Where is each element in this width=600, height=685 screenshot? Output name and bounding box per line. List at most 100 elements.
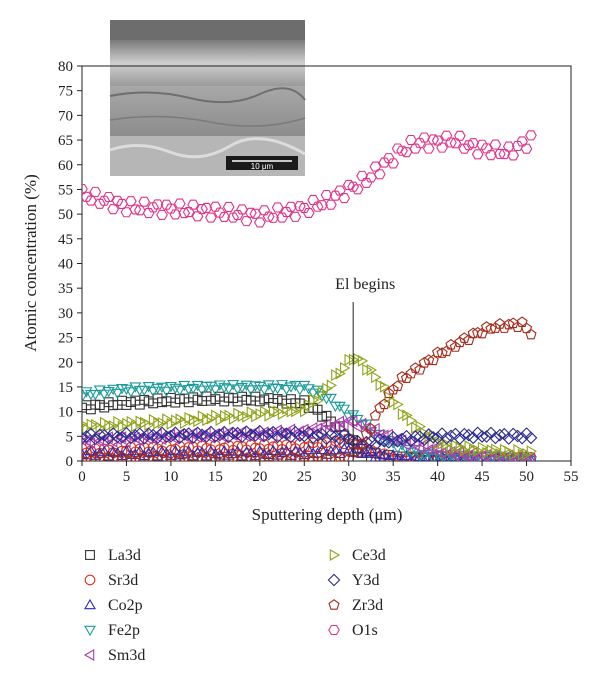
data-point	[427, 134, 440, 145]
data-point	[142, 427, 156, 441]
data-point	[338, 404, 351, 416]
legend-label: Fe2p	[108, 622, 140, 639]
data-point	[374, 169, 386, 180]
data-point	[200, 430, 213, 444]
data-point	[360, 421, 371, 434]
data-point	[480, 430, 493, 443]
data-point	[120, 454, 133, 461]
legend-marker	[328, 599, 340, 610]
data-point	[420, 454, 429, 461]
data-point	[351, 414, 364, 426]
data-point	[489, 431, 502, 445]
data-point	[253, 381, 266, 393]
data-point	[227, 451, 239, 461]
data-point	[449, 341, 462, 352]
data-point	[405, 367, 417, 379]
data-point	[431, 135, 444, 146]
legend-marker	[327, 573, 341, 587]
data-point	[236, 382, 249, 394]
el-begins-annotation: El begins	[335, 276, 395, 461]
data-point	[276, 212, 288, 223]
data-point	[393, 398, 404, 411]
data-point	[129, 204, 142, 215]
data-point	[400, 449, 413, 461]
data-point	[329, 420, 340, 433]
data-point	[137, 431, 151, 445]
y-tick-label: 55	[58, 182, 73, 198]
data-point	[173, 431, 187, 444]
legend-marker	[85, 550, 95, 560]
x-tick-label: 30	[341, 469, 356, 485]
data-point	[369, 161, 382, 172]
data-point	[413, 441, 425, 454]
data-point	[267, 454, 279, 461]
data-point	[515, 450, 527, 461]
legend-marker	[84, 574, 96, 586]
data-point	[347, 181, 360, 192]
data-point	[262, 211, 275, 222]
sem-scale-bar: 10 μm	[226, 156, 298, 171]
data-point	[147, 202, 159, 213]
data-point	[93, 428, 107, 442]
data-point	[151, 451, 164, 461]
data-point	[347, 415, 358, 428]
legend-item-ce3d: Ce3d	[329, 547, 386, 564]
data-point	[177, 428, 191, 441]
series-zr3d	[82, 316, 537, 461]
data-point	[200, 427, 211, 439]
data-point	[498, 149, 511, 160]
data-point	[129, 382, 142, 393]
data-point	[502, 449, 514, 461]
data-point	[391, 443, 404, 454]
data-point	[272, 453, 284, 461]
data-point	[516, 136, 528, 147]
data-point	[333, 432, 347, 446]
data-point	[116, 383, 128, 395]
data-point	[396, 370, 408, 382]
data-point	[409, 362, 421, 373]
data-point	[311, 428, 324, 442]
data-point	[467, 138, 480, 149]
data-point	[471, 149, 484, 160]
data-point	[138, 196, 151, 207]
data-point	[493, 428, 507, 442]
data-point	[396, 145, 408, 156]
data-point	[182, 207, 195, 218]
y-tick-label: 20	[58, 355, 73, 371]
data-point	[342, 179, 355, 191]
data-point	[400, 372, 413, 383]
data-point	[360, 177, 373, 189]
data-point	[307, 454, 319, 461]
data-point	[373, 429, 386, 441]
data-point	[520, 322, 533, 334]
data-point	[129, 450, 141, 461]
data-point	[431, 431, 445, 445]
data-point	[204, 381, 217, 392]
data-point	[458, 143, 471, 154]
data-point	[382, 153, 395, 164]
data-point	[520, 143, 533, 154]
data-point	[360, 428, 373, 439]
legend: La3d Sr3d Co2p Fe2p Sm3d Ce3d Y3d Zr3d O1s	[83, 547, 386, 664]
data-point	[102, 191, 115, 203]
data-point	[218, 211, 231, 222]
data-point	[232, 440, 243, 452]
data-point	[320, 452, 333, 461]
data-point	[169, 383, 182, 395]
data-point	[125, 196, 137, 207]
data-point	[422, 143, 435, 154]
data-point	[293, 385, 306, 396]
data-point	[209, 201, 222, 212]
data-point	[494, 148, 506, 160]
data-point	[116, 198, 128, 209]
data-point	[187, 383, 200, 395]
data-point	[213, 380, 226, 391]
data-point	[218, 454, 230, 461]
y-tick-label: 45	[58, 232, 73, 248]
y-tick-label: 40	[58, 257, 73, 273]
data-point	[293, 429, 307, 443]
data-point	[285, 201, 297, 212]
data-point	[187, 452, 199, 461]
data-point	[218, 383, 231, 394]
y-axis: 0 5 10 15 20 25 30 35 40 45 50 55 60 65 70 75 80	[58, 59, 82, 470]
